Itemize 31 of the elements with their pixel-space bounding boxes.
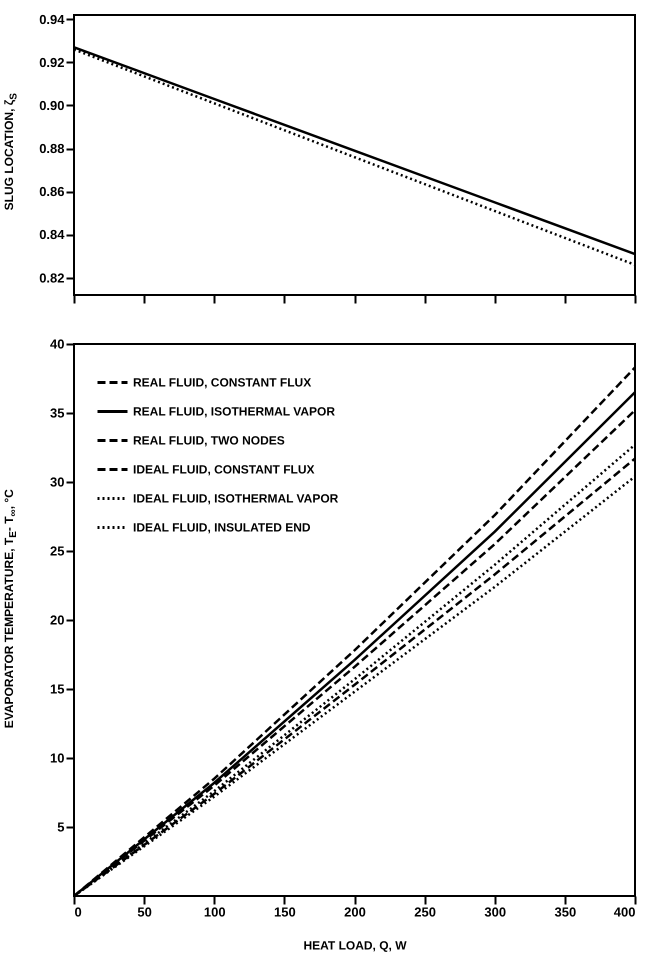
y-tick-label: 30 [50,474,64,490]
y-tick-label: 0.84 [39,227,66,242]
y-tick-label: 20 [50,612,64,628]
y-tick-label: 0.90 [39,98,64,113]
x-axis-title: HEAT LOAD, Q, W [303,938,408,952]
y-tick-label: 0.94 [39,12,66,27]
y-tick-label: 0.82 [39,270,64,286]
y-tick-label: 15 [50,682,64,696]
y-tick-label: 25 [50,544,64,558]
legend-label: IDEAL FLUID, ISOTHERMAL VAPOR [133,492,339,506]
y-tick-label: 35 [50,406,64,420]
y-tick-label: 0.88 [39,141,64,156]
x-tick-label: 300 [484,904,506,920]
y-tick-label: 10 [50,750,64,766]
x-tick-label: 50 [137,904,152,920]
legend-label: REAL FLUID, TWO NODES [133,434,285,448]
legend-label: REAL FLUID, ISOTHERMAL VAPOR [133,404,336,418]
legend-label: REAL FLUID, CONSTANT FLUX [133,376,312,390]
y-tick-label: 0.92 [39,54,64,70]
y-tick-label: 40 [50,336,64,352]
x-tick-label: 200 [344,904,366,920]
x-tick-label: 250 [414,904,436,920]
x-tick-label: 350 [554,904,576,920]
y-tick-label: 0.86 [39,184,64,200]
x-tick-label: 100 [204,904,226,920]
legend-label: IDEAL FLUID, CONSTANT FLUX [133,462,315,476]
x-tick-label: 0 [74,904,82,920]
x-tick-label: 400 [614,904,636,920]
x-tick-label: 150 [274,904,296,920]
y-tick-label: 5 [57,820,64,834]
legend-label: IDEAL FLUID, INSULATED END [133,520,311,534]
